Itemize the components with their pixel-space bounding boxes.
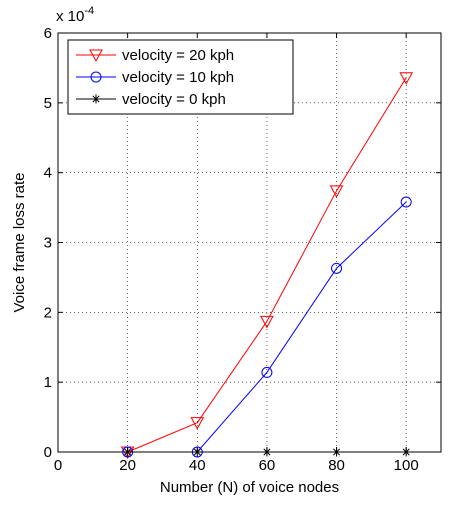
triangle-marker: [260, 315, 274, 329]
triangle-marker: [329, 185, 344, 198]
y-tick-label: 3: [44, 235, 52, 252]
triangle-marker: [89, 49, 103, 63]
legend-label: velocity = 20 kph: [122, 47, 234, 64]
asterisk-stroke: [263, 448, 271, 456]
asterisk-marker: [401, 447, 411, 457]
x-axis-label: Number (N) of voice nodes: [160, 479, 339, 496]
asterisk-stroke: [92, 95, 100, 103]
y-exponent-power: -4: [84, 5, 94, 17]
legend-item: velocity = 20 kph: [76, 47, 234, 64]
series-group: [123, 447, 411, 457]
y-axis-label: Voice frame loss rate: [11, 172, 28, 312]
asterisk-stroke: [193, 448, 201, 456]
series-layer: [120, 72, 414, 460]
asterisk-marker: [192, 447, 202, 457]
legend-label: velocity = 10 kph: [122, 69, 234, 86]
x-tick-label: 40: [189, 457, 206, 474]
asterisk-marker: [332, 447, 342, 457]
circle-marker: [90, 71, 102, 83]
y-tick-label: 1: [44, 374, 52, 391]
series-line: [127, 77, 407, 453]
tick-layer: 0 20 40 60 80 100 0 1 2 3 4 5 6: [44, 25, 441, 474]
y-tick-label: 5: [44, 95, 52, 112]
y-exponent-label: x 10-4: [56, 5, 94, 25]
circle-marker: [331, 262, 343, 274]
circle-marker: [400, 196, 412, 208]
y-tick-label: 2: [44, 304, 52, 321]
circle-marker: [261, 366, 273, 378]
asterisk-marker: [91, 94, 101, 104]
legend-items: velocity = 20 kph velocity = 10 kph veloci…: [76, 47, 234, 108]
y-tick-label: 4: [44, 165, 52, 182]
legend-item: velocity = 0 kph: [76, 91, 226, 108]
asterisk-stroke: [333, 448, 341, 456]
y-exponent-base: x 10: [56, 8, 84, 25]
x-tick-label: 60: [259, 457, 276, 474]
x-tick-label: 100: [394, 457, 419, 474]
triangle-marker: [399, 72, 414, 85]
legend-label: velocity = 0 kph: [122, 91, 226, 108]
asterisk-marker: [262, 447, 272, 457]
asterisk-stroke: [402, 448, 410, 456]
asterisk-marker: [123, 447, 133, 457]
asterisk-stroke: [124, 448, 132, 456]
y-tick-label: 0: [44, 444, 52, 461]
x-tick-label: 20: [119, 457, 136, 474]
y-tick-label: 6: [44, 25, 52, 42]
legend: velocity = 20 kph velocity = 10 kph veloci…: [67, 39, 294, 115]
x-tick-label: 80: [328, 457, 345, 474]
x-tick-label: 0: [54, 457, 62, 474]
triangle-marker: [190, 417, 205, 430]
legend-item: velocity = 10 kph: [76, 69, 234, 86]
